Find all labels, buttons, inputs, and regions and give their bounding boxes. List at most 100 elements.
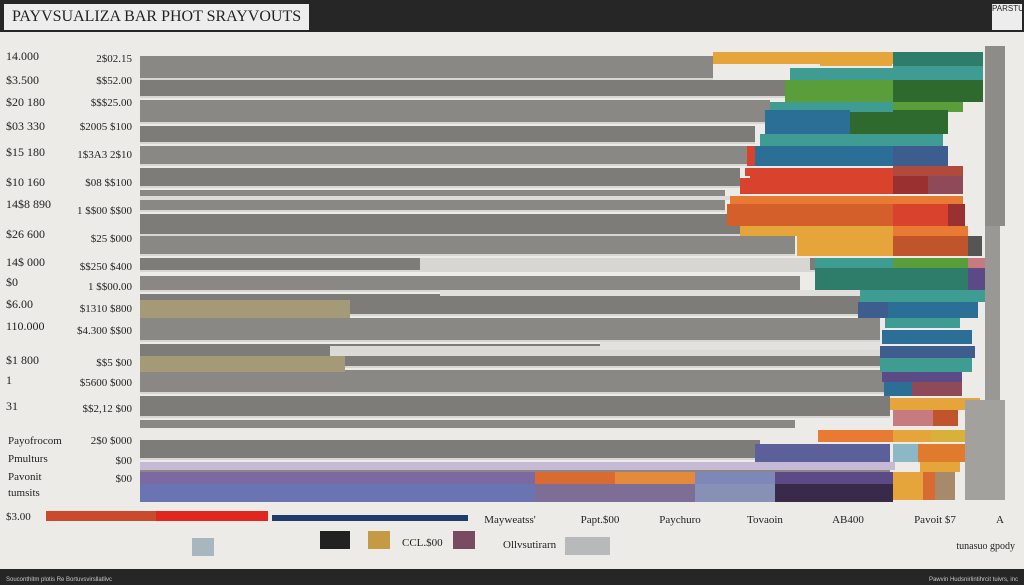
legend-swatch xyxy=(46,511,156,521)
bar-segment xyxy=(860,290,895,302)
bar-segment xyxy=(893,472,923,500)
value-label: $$250 $400 xyxy=(80,261,133,273)
bar-segment xyxy=(918,444,973,462)
legend-swatch xyxy=(368,531,390,549)
bar-segment xyxy=(958,302,978,318)
legend-label: Papt.$00 xyxy=(581,514,620,526)
bar-segment xyxy=(858,302,888,318)
value-label: $1310 $800 xyxy=(80,303,133,315)
credit-note: Pawvin Hudsnirlintihrcit tuivrs, inc xyxy=(928,577,1018,583)
source-note: Souconthitm plotis Re Bortuvsvirsllatliv… xyxy=(6,577,113,583)
bar-segment xyxy=(893,146,948,166)
bar-highlight xyxy=(140,142,755,144)
bar-segment xyxy=(535,484,695,502)
value-label: $5600 $000 xyxy=(80,377,133,389)
bar-segment xyxy=(884,382,912,396)
gray-bar xyxy=(140,168,740,188)
bar-highlight xyxy=(140,234,740,236)
row-label: 14$8 890 xyxy=(6,197,51,211)
bar-highlight xyxy=(140,458,760,460)
legend-swatch xyxy=(320,531,350,549)
gray-bar xyxy=(140,276,800,292)
value-label: 1 $$00 $$00 xyxy=(77,205,133,217)
legend-swatch xyxy=(156,511,268,521)
bar-segment xyxy=(893,226,968,236)
row-label: $0 xyxy=(6,275,18,289)
gray-bar xyxy=(140,100,770,124)
corner-label: PARSTUTS xyxy=(992,4,1022,30)
bar-segment xyxy=(730,196,895,204)
bar-highlight xyxy=(600,342,880,350)
bar-segment xyxy=(948,204,965,226)
gray-column xyxy=(965,400,1005,500)
value-label: $$$25.00 xyxy=(91,97,133,109)
row-label: 110.000 xyxy=(6,319,45,333)
bar-segment xyxy=(893,166,963,176)
bar-segment xyxy=(818,430,893,442)
bar-segment xyxy=(815,258,895,268)
legend-swatch xyxy=(192,538,214,556)
gray-bar xyxy=(140,80,790,98)
bar-segment xyxy=(893,176,928,194)
bar-segment xyxy=(740,178,750,194)
row-label: Pavonit xyxy=(8,471,42,483)
bar-segment xyxy=(931,430,969,442)
bar-segment xyxy=(968,236,982,256)
bar-segment xyxy=(893,204,948,226)
bar-segment xyxy=(695,484,775,502)
row-label: 14$ 000 xyxy=(6,255,45,269)
bar-segment xyxy=(727,204,895,226)
bar-segment xyxy=(893,268,968,290)
bar-segment xyxy=(923,472,935,500)
bar-segment xyxy=(893,258,968,268)
bar-segment xyxy=(785,80,895,102)
bar-segment xyxy=(797,236,895,256)
legend-label: Ollvsutirarn xyxy=(503,539,557,551)
value-label: $00 xyxy=(116,455,133,467)
bar-segment xyxy=(140,472,535,484)
bar-segment xyxy=(747,146,755,166)
bar-segment xyxy=(893,110,948,134)
bar-segment xyxy=(755,444,890,462)
bar-segment xyxy=(882,330,972,344)
legend-swatch xyxy=(272,515,468,521)
bar-segment xyxy=(770,102,895,112)
row-label: $03 330 xyxy=(6,119,45,133)
bar-segment xyxy=(893,52,983,66)
row-label: 31 xyxy=(6,399,18,413)
bar-segment xyxy=(933,410,958,426)
bar-highlight xyxy=(420,258,810,272)
legend-label: Pavoit $7 xyxy=(914,514,956,526)
value-label: 2$02.15 xyxy=(96,53,132,65)
bar-segment xyxy=(775,472,893,484)
bar-segment xyxy=(888,302,958,318)
value-label: $$2,12 $00 xyxy=(83,403,133,415)
value-label: $2005 $100 xyxy=(80,121,133,133)
gray-bar xyxy=(140,236,795,256)
row-label: Payofrocom xyxy=(8,435,62,447)
bar-segment xyxy=(928,176,963,194)
bar-segment xyxy=(535,472,615,484)
bar-segment xyxy=(893,102,963,112)
bar-highlight xyxy=(140,210,725,212)
bar-segment xyxy=(880,358,972,372)
bar-segment xyxy=(893,66,983,80)
bar-segment xyxy=(912,382,962,396)
note-label: tunasuo gpody xyxy=(956,541,1015,552)
value-label: $25 $000 xyxy=(91,233,133,245)
bar-segment xyxy=(880,346,975,358)
bar-segment xyxy=(893,196,963,204)
row-label: $6.00 xyxy=(6,297,33,311)
bar-segment xyxy=(745,168,895,176)
bar-chart: 14.000 $3.500 $20 180 $03 330 $15 180 $10 160… xyxy=(6,46,1015,556)
row-label: $3.500 xyxy=(6,73,39,87)
row-label: $26 600 xyxy=(6,227,45,241)
bar-segment xyxy=(850,112,895,134)
bar-segment xyxy=(695,472,775,484)
bar-segment xyxy=(760,134,895,146)
bottom-bar xyxy=(0,569,1024,585)
legend-swatch xyxy=(453,531,475,549)
gray-bar xyxy=(140,190,725,212)
gray-bar xyxy=(140,56,713,80)
legend-label: Paychuro xyxy=(659,514,701,526)
